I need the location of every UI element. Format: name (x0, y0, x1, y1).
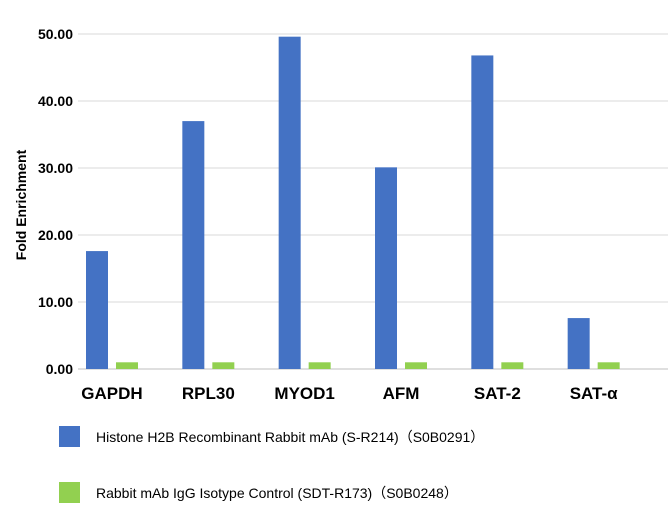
legend-swatch (59, 482, 80, 503)
bars (86, 36, 620, 370)
bar-igg-3 (405, 362, 427, 369)
legend-label: Rabbit mAb IgG Isotype Control (SDT-R173… (96, 485, 458, 501)
bar-h2b-0 (86, 251, 108, 369)
legend-swatch (59, 426, 80, 447)
y-axis-title: Fold Enrichment (13, 149, 29, 260)
y-tick-label: 40.00 (38, 93, 73, 109)
legend: Histone H2B Recombinant Rabbit mAb (S-R2… (59, 426, 484, 503)
bar-h2b-5 (567, 318, 590, 369)
category-labels: GAPDH RPL30 MYOD1 AFM SAT-2 SAT-α (81, 384, 618, 403)
y-tick-label: 20.00 (38, 227, 73, 243)
bar-h2b-3 (375, 167, 397, 369)
y-axis-ticks: 0.00 10.00 20.00 30.00 40.00 50.00 (38, 26, 73, 377)
bar-h2b-1 (182, 121, 205, 369)
category-label: AFM (383, 384, 420, 403)
bar-igg-1 (212, 362, 235, 369)
y-tick-label: 30.00 (38, 160, 73, 176)
bar-igg-0 (116, 362, 138, 369)
y-tick-label: 10.00 (38, 294, 73, 310)
bar-igg-5 (597, 362, 620, 369)
y-tick-label: 50.00 (38, 26, 73, 42)
bar-igg-4 (501, 362, 524, 369)
y-tick-label: 0.00 (46, 361, 73, 377)
category-label: SAT-2 (474, 384, 521, 403)
bar-h2b-2 (278, 36, 301, 370)
category-label: GAPDH (81, 384, 142, 403)
category-label: RPL30 (182, 384, 235, 403)
category-label: SAT-α (570, 384, 618, 403)
bar-igg-2 (308, 362, 331, 369)
gridlines (78, 33, 668, 303)
bar-h2b-4 (471, 55, 494, 369)
category-label: MYOD1 (274, 384, 334, 403)
legend-label: Histone H2B Recombinant Rabbit mAb (S-R2… (96, 429, 484, 445)
